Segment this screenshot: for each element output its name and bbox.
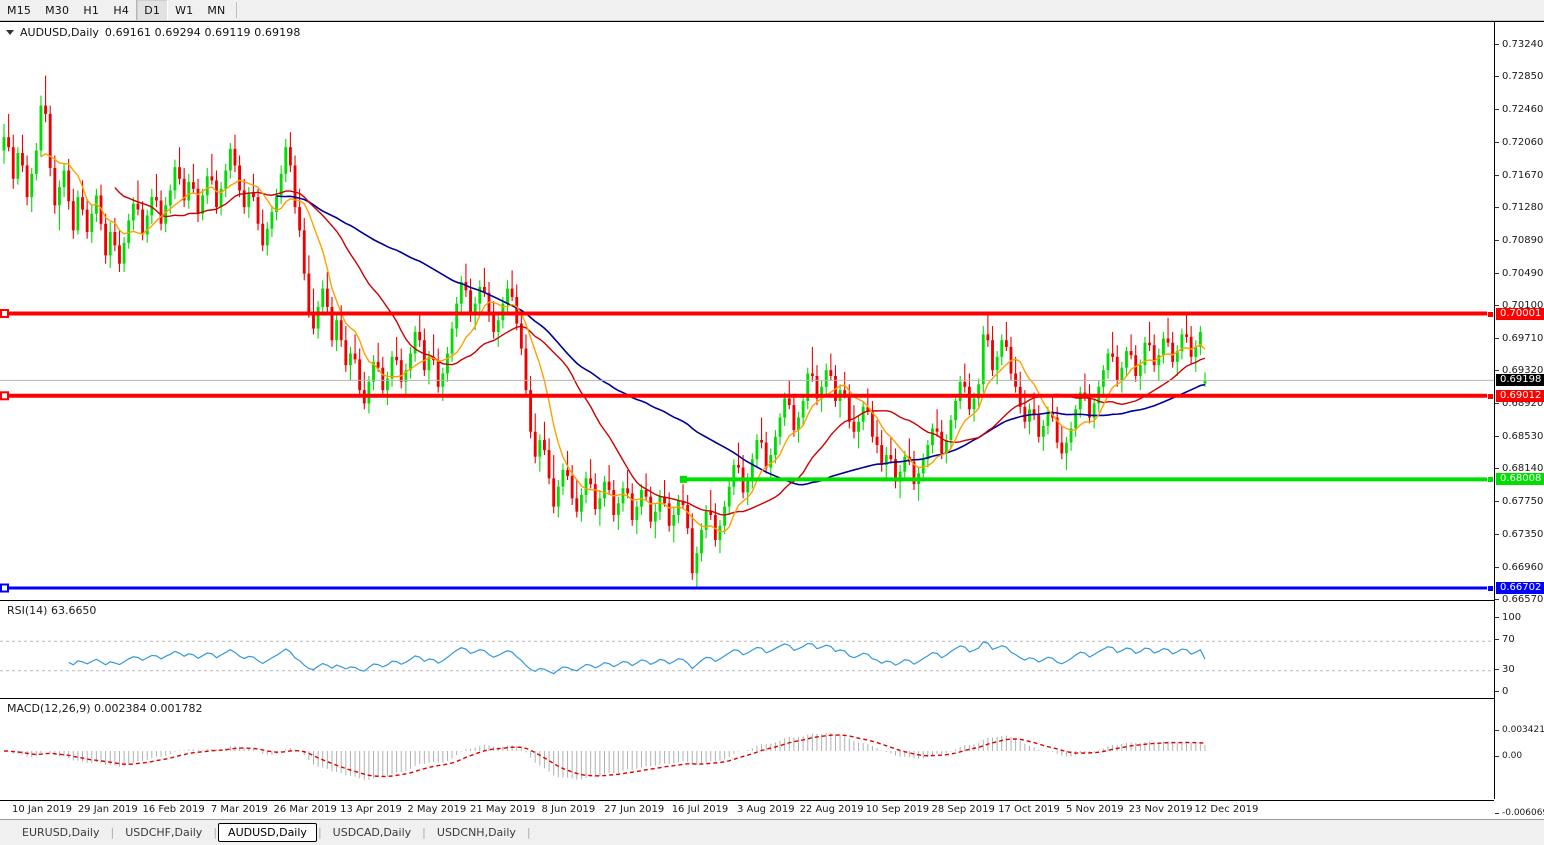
price-pane[interactable]: AUDUSD,Daily 0.69161 0.69294 0.69119 0.6… [0,22,1494,599]
tab-divider: | [526,826,531,839]
tab-divider: | [317,826,322,839]
date-axis-label: 21 May 2019 [469,804,536,815]
tab-divider: | [110,826,115,839]
price-axis-tick: 0.70100 [1495,300,1544,311]
chart-tabs-bar: EURUSD,Daily | USDCHF,Daily | AUDUSD,Daily | U… [0,819,1544,845]
date-axis-label: 27 Jun 2019 [604,804,665,815]
price-axis-tick: 0.71670 [1495,170,1544,181]
level-price-tag-0.70001[interactable]: 0.70001 [1496,307,1544,320]
macd-axis-tick: -0.006069 [1495,808,1544,819]
price-axis-tick: 0.69710 [1495,333,1544,344]
rsi-chart-canvas[interactable] [0,601,1494,697]
level-price-tag-0.69012[interactable]: 0.69012 [1496,389,1544,402]
price-chart-canvas[interactable] [0,22,1494,599]
rsi-axis-tick: 30 [1495,664,1544,675]
date-axis[interactable]: 10 Jan 2019 29 Jan 2019 16 Feb 2019 7 Mar 2… [0,800,1494,820]
macd-axis-tick: 0.003421 [1495,725,1544,736]
price-axis-tick: 0.66960 [1495,562,1544,573]
price-axis-tick: 0.72850 [1495,71,1544,82]
date-axis-label: 7 Mar 2019 [210,804,268,815]
rsi-axis-tick: 100 [1495,612,1544,623]
price-axis-tick: 0.72060 [1495,137,1544,148]
timeframe-button-d1[interactable]: D1 [136,0,169,20]
rsi-axis-tick: 0 [1495,686,1544,697]
candlestick-series [2,75,1207,587]
price-axis-tick: 0.67350 [1495,529,1544,540]
price-axis-tick: 0.73240 [1495,39,1544,50]
chart-menu-caret-icon[interactable] [6,30,14,35]
rsi-line [68,641,1206,675]
price-axis-tick: 0.71280 [1495,202,1544,213]
toolbar-divider [236,2,238,18]
price-axis-tick: 0.70890 [1495,235,1544,246]
macd-chart-canvas[interactable] [0,699,1494,799]
chart-tab-eurusd[interactable]: EURUSD,Daily [22,826,100,839]
price-axis-tick: 0.69320 [1495,365,1544,376]
chart-tab-usdcad[interactable]: USDCAD,Daily [332,826,412,839]
symbol-name: AUDUSD,Daily [20,26,99,39]
rsi-axis-tick: 70 [1495,634,1544,645]
macd-histogram [8,733,1206,780]
chart-tab-audusd[interactable]: AUDUSD,Daily [218,823,317,842]
symbol-ohlc-header: AUDUSD,Daily 0.69161 0.69294 0.69119 0.6… [6,26,300,39]
level-handle[interactable] [1487,585,1494,593]
date-axis-label: 23 Nov 2019 [1128,804,1193,815]
date-axis-label: 17 Oct 2019 [998,804,1060,815]
chart-frame: AUDUSD,Daily 0.69161 0.69294 0.69119 0.6… [0,21,1544,820]
rsi-label: RSI(14) 63.6650 [7,604,97,617]
price-axis-tick: 0.68920 [1495,398,1544,409]
date-axis-label: 16 Jul 2019 [671,804,729,815]
macd-signal-line [3,734,1206,778]
date-axis-label: 22 Aug 2019 [799,804,864,815]
price-axis-tick: 0.67750 [1495,496,1544,507]
date-axis-label: 3 Aug 2019 [736,804,795,815]
level-handle[interactable] [1487,392,1494,400]
timeframe-toolbar: M15 M30 H1 H4 D1 W1 MN [0,0,1544,21]
chart-tab-usdcnh[interactable]: USDCNH,Daily [436,826,516,839]
last-price-tag[interactable]: 0.69198 [1496,374,1544,387]
date-axis-label: 10 Jan 2019 [12,804,72,815]
timeframe-button-h1[interactable]: H1 [83,3,100,17]
date-axis-label: 12 Dec 2019 [1194,804,1259,815]
ohlc-values: 0.69161 0.69294 0.69119 0.69198 [104,26,301,39]
chart-tab-usdchf[interactable]: USDCHF,Daily [125,826,203,839]
timeframe-button-h4[interactable]: H4 [113,3,130,17]
level-price-tag-0.68008[interactable]: 0.68008 [1496,473,1544,486]
date-axis-label: 8 Jun 2019 [541,804,596,815]
timeframe-button-m30[interactable]: M30 [45,3,70,17]
tab-divider: | [422,826,426,839]
level-price-tag-0.66702[interactable]: 0.66702 [1496,582,1544,595]
price-axis-tick: 0.72460 [1495,104,1544,115]
date-axis-label: 26 Mar 2019 [273,804,337,815]
rsi-pane[interactable]: RSI(14) 63.6650 [0,600,1494,697]
macd-pane[interactable]: MACD(12,26,9) 0.002384 0.001782 [0,698,1494,799]
price-axis-tick: 0.68140 [1495,463,1544,474]
date-axis-label: 28 Sep 2019 [931,804,995,815]
date-axis-label: 5 Nov 2019 [1065,804,1124,815]
macd-axis-tick: 0.00 [1495,751,1544,762]
price-axis-tick: 0.70490 [1495,268,1544,279]
date-axis-label: 2 May 2019 [407,804,467,815]
date-axis-label: 13 Apr 2019 [340,804,402,815]
level-handle[interactable] [1487,310,1494,318]
price-axis[interactable]: 0.73240 0.72850 0.72460 0.72060 0.71670 0.712… [1487,22,1544,818]
timeframe-button-m15[interactable]: M15 [7,3,32,17]
price-axis-tick: 0.68530 [1495,431,1544,442]
tab-divider: | [213,826,218,839]
timeframe-button-w1[interactable]: W1 [175,3,194,17]
date-axis-label: 10 Sep 2019 [865,804,930,815]
date-axis-label: 29 Jan 2019 [77,804,138,815]
date-axis-label: 16 Feb 2019 [142,804,205,815]
level-handle[interactable] [1487,476,1494,484]
price-axis-tick: 0.66570 [1495,594,1544,605]
timeframe-button-mn[interactable]: MN [207,3,226,17]
macd-label: MACD(12,26,9) 0.002384 0.001782 [7,702,203,715]
